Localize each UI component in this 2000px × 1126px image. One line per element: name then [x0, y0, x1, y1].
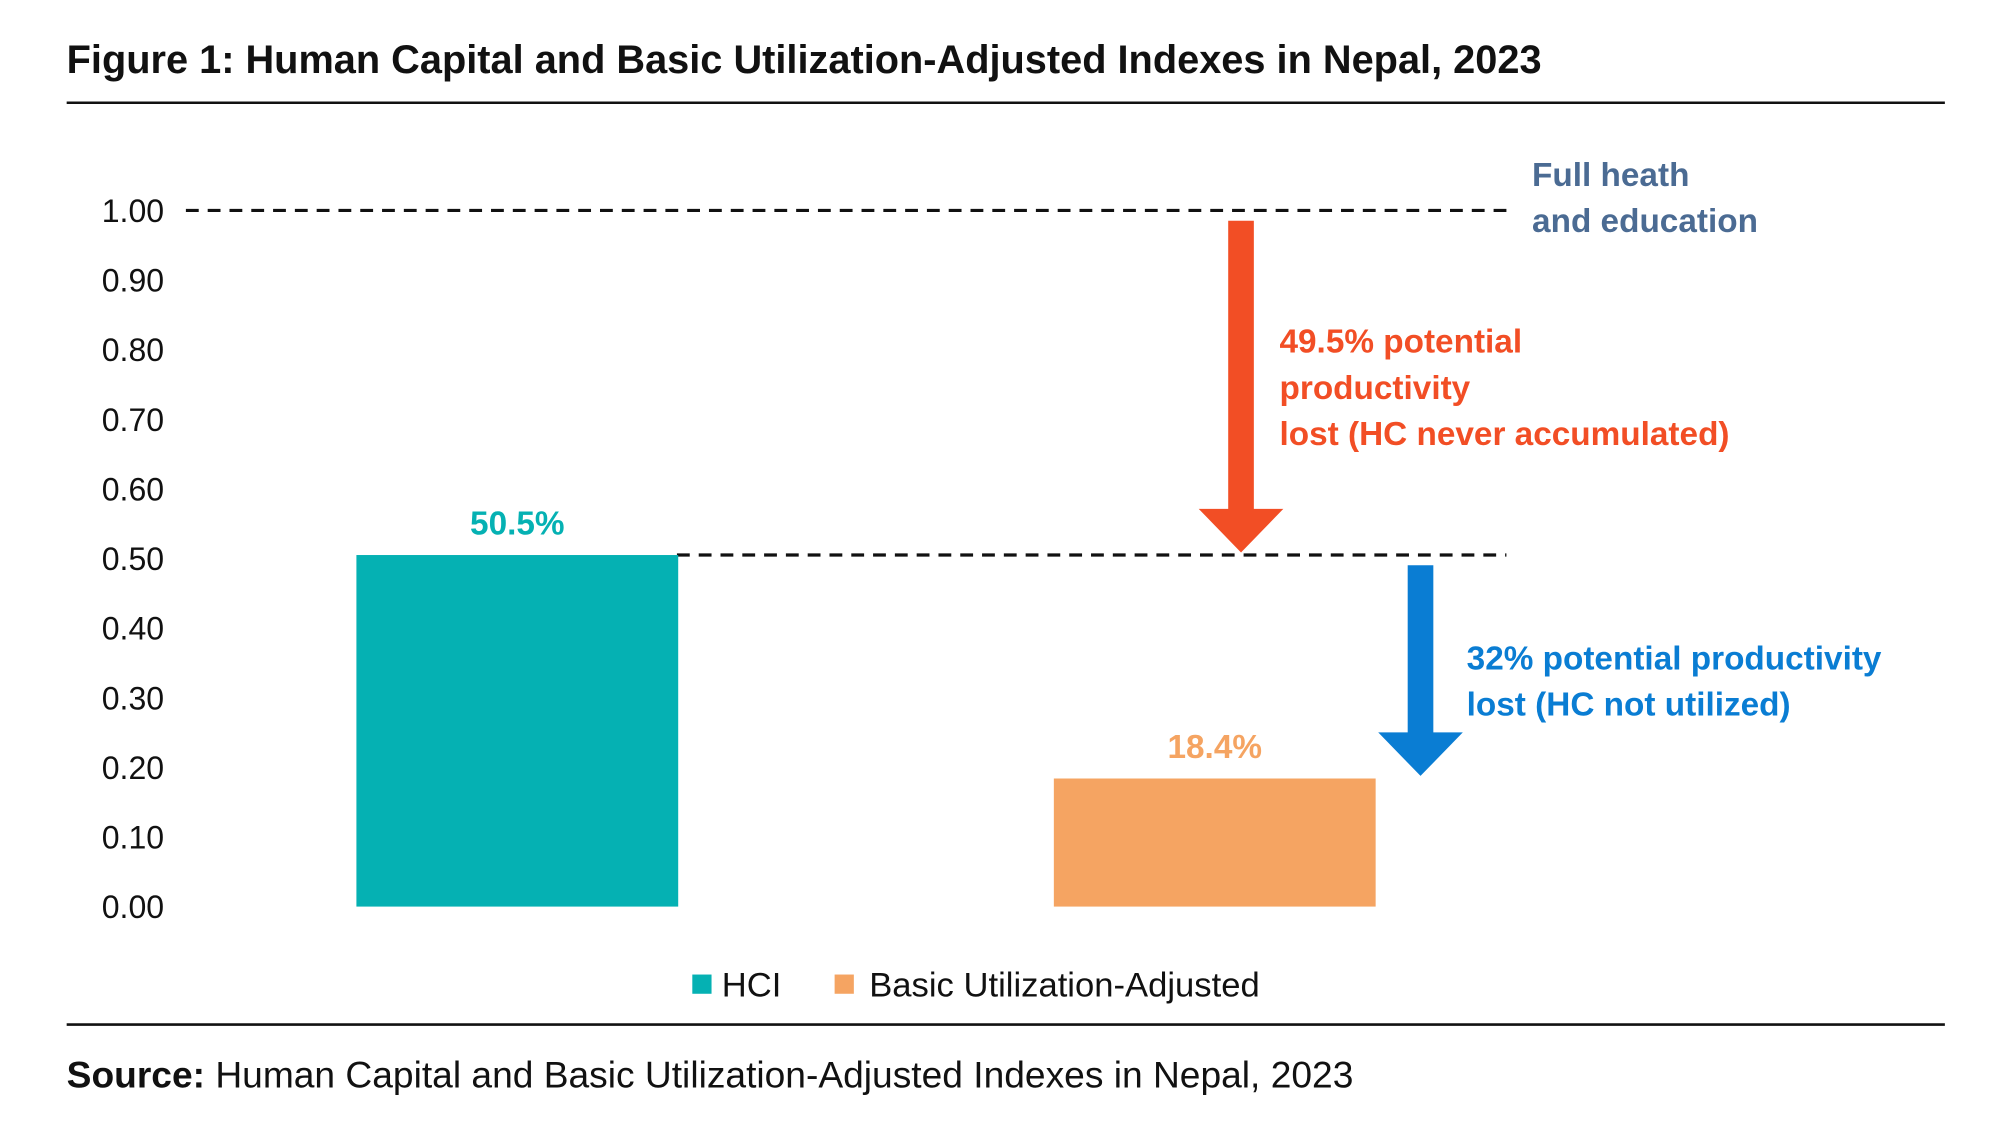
bar-basic-utilization-adjusted: [1053, 778, 1376, 907]
y-tick-label: 0.20: [102, 750, 164, 786]
y-tick-label: 0.50: [102, 541, 164, 577]
annotation-nu-line1: 32% potential productivity: [1467, 640, 1882, 677]
y-tick-label: 0.10: [102, 820, 164, 856]
data-label: 18.4%: [1167, 729, 1262, 766]
source-note: Source: Human Capital and Basic Utilizat…: [67, 1053, 1354, 1095]
legend: HCI Basic Utilization-Adjusted: [692, 966, 1260, 1004]
annotation-nu-line2: lost (HC not utilized): [1467, 687, 1791, 724]
y-axis-ticks: 0.00 0.10 0.20 0.30 0.40 0.50 0.60 0.70 0.80 0.90…: [102, 193, 164, 925]
annotation-na-line3: lost (HC never accumulated): [1279, 416, 1729, 453]
y-tick-label: 0.40: [102, 611, 164, 647]
annotation-full-line2: and education: [1532, 203, 1758, 240]
annotation-not-utilized: 32% potential productivity lost (HC not …: [1467, 640, 1882, 723]
arrow-down-icon-never-accumulated: [1198, 220, 1284, 553]
arrow-down-icon-not-utilized: [1378, 565, 1463, 776]
arrows: [1198, 220, 1463, 776]
legend-swatch-hci: [692, 974, 712, 994]
annotation-never-accumulated: 49.5% potential productivity lost (HC ne…: [1279, 324, 1729, 453]
annotation-full-line1: Full heath: [1532, 157, 1689, 194]
legend-swatch-basic-utilization-adjusted: [834, 974, 854, 994]
y-tick-label: 0.30: [102, 680, 164, 716]
annotation-na-line1: 49.5% potential: [1279, 324, 1522, 361]
bars: 50.5% 18.4%: [356, 506, 1376, 907]
annotation-full: Full heath and education: [1532, 157, 1758, 240]
y-tick-label: 0.90: [102, 263, 164, 299]
annotation-na-line2: productivity: [1279, 370, 1470, 407]
source-text: Human Capital and Basic Utilization-Adju…: [205, 1053, 1353, 1095]
legend-label-basic-utilization-adjusted: Basic Utilization-Adjusted: [869, 966, 1259, 1004]
y-tick-label: 0.80: [102, 332, 164, 368]
figure-title: Figure 1: Human Capital and Basic Utiliz…: [67, 38, 1542, 82]
source-label: Source:: [67, 1053, 205, 1095]
y-tick-label: 0.60: [102, 471, 164, 507]
y-tick-label: 1.00: [102, 193, 164, 229]
legend-label-hci: HCI: [722, 966, 782, 1004]
y-tick-label: 0.00: [102, 889, 164, 925]
y-tick-label: 0.70: [102, 402, 164, 438]
data-label: 50.5%: [470, 506, 565, 543]
reference-lines: [185, 208, 1507, 557]
bar-hci: [356, 555, 679, 907]
